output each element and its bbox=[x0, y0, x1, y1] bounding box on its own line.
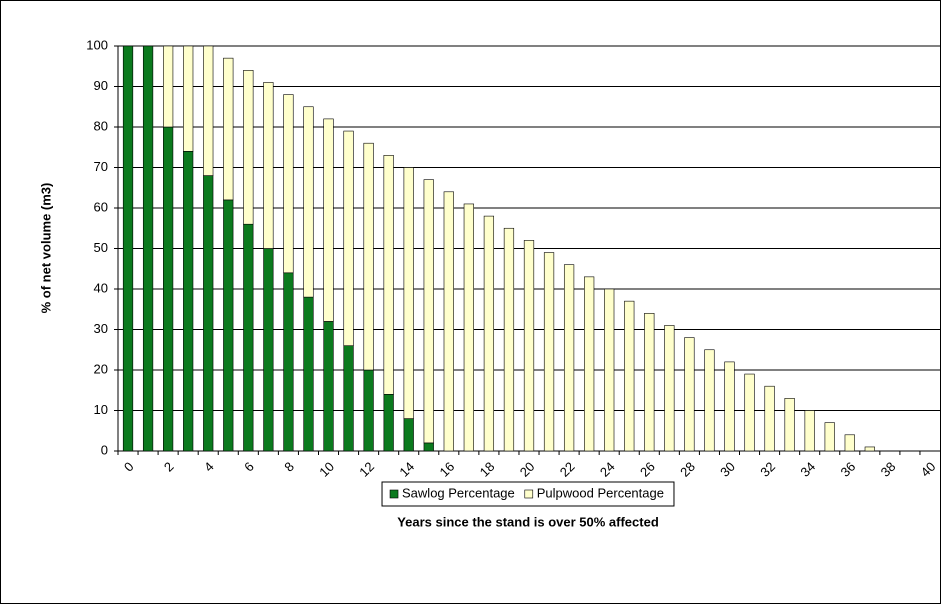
bar-segment bbox=[203, 45, 214, 176]
bar-segment bbox=[443, 191, 454, 452]
bar-segment bbox=[543, 252, 555, 452]
bar-segment bbox=[483, 215, 495, 452]
y-tick-label: 10 bbox=[94, 402, 108, 417]
bar-segment bbox=[223, 57, 234, 201]
bar-segment bbox=[243, 223, 254, 452]
bar-segment bbox=[463, 203, 474, 452]
legend-label: Sawlog Percentage bbox=[402, 485, 515, 500]
legend-swatch bbox=[389, 489, 399, 499]
bar-segment bbox=[684, 337, 695, 452]
bar-segment bbox=[263, 82, 274, 249]
bar-segment bbox=[724, 361, 735, 452]
bar-segment bbox=[303, 296, 314, 452]
bar-segment bbox=[844, 434, 855, 452]
legend-swatch bbox=[524, 489, 534, 499]
y-tick-label: 70 bbox=[94, 159, 108, 174]
x-axis-title: Years since the stand is over 50% affect… bbox=[397, 514, 659, 529]
bar-segment bbox=[263, 248, 274, 452]
y-tick-label: 50 bbox=[94, 240, 108, 255]
bar-segment bbox=[142, 45, 154, 452]
bar-segment bbox=[323, 118, 334, 322]
bar-segment bbox=[383, 155, 394, 395]
bar-segment bbox=[163, 126, 174, 452]
y-tick-label: 100 bbox=[86, 37, 108, 52]
bar-segment bbox=[864, 446, 875, 452]
bar-segment bbox=[343, 345, 354, 452]
bar-segment bbox=[203, 175, 214, 452]
bar-segment bbox=[624, 300, 635, 452]
bar-segment bbox=[122, 45, 134, 452]
bar-segment bbox=[824, 422, 835, 452]
bar-segment bbox=[243, 70, 254, 225]
bar-segment bbox=[283, 272, 294, 452]
bar-segment bbox=[183, 45, 194, 152]
bar-segment bbox=[784, 398, 795, 452]
y-tick-label: 30 bbox=[94, 321, 108, 336]
bar-segment bbox=[744, 373, 755, 452]
bar-segment bbox=[303, 106, 314, 298]
bar-segment bbox=[664, 325, 675, 452]
bar-segment bbox=[383, 393, 394, 452]
bar-segment bbox=[644, 312, 655, 452]
bar-segment bbox=[503, 227, 515, 452]
y-tick-label: 80 bbox=[94, 118, 108, 133]
bar-segment bbox=[764, 385, 775, 452]
bar-segment bbox=[804, 410, 815, 452]
bar-segment bbox=[403, 418, 414, 452]
bar-segment bbox=[423, 442, 434, 452]
y-tick-label: 60 bbox=[94, 199, 108, 214]
bar-segment bbox=[363, 369, 374, 452]
bar-segment bbox=[343, 130, 354, 346]
y-tick-label: 0 bbox=[101, 442, 108, 457]
bar-segment bbox=[584, 276, 595, 452]
legend-label: Pulpwood Percentage bbox=[537, 485, 664, 500]
y-tick-label: 40 bbox=[94, 280, 108, 295]
y-tick-label: 90 bbox=[94, 78, 108, 93]
y-axis-title: % of net volume (m3) bbox=[38, 183, 53, 314]
bar-segment bbox=[403, 167, 414, 419]
bar-segment bbox=[283, 94, 294, 274]
bar-segment bbox=[523, 240, 535, 452]
bar-segment bbox=[363, 142, 374, 371]
bar-segment bbox=[604, 288, 615, 452]
bar-segment bbox=[223, 199, 234, 452]
bar-segment bbox=[704, 349, 715, 452]
y-tick-label: 20 bbox=[94, 361, 108, 376]
bar-segment bbox=[563, 264, 575, 452]
bar-segment bbox=[423, 179, 434, 444]
bar-segment bbox=[323, 321, 334, 452]
bar-segment bbox=[183, 151, 194, 452]
bar-segment bbox=[163, 45, 174, 128]
